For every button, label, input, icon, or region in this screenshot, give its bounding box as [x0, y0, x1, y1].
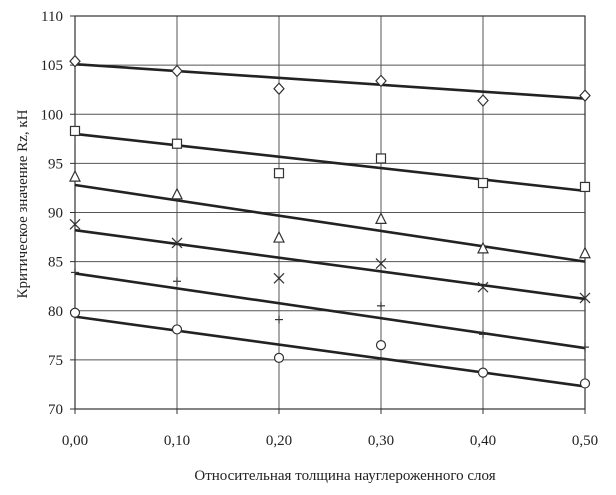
data-point-circle-1-shape [171, 324, 183, 335]
data-point-triangle-3-shape [375, 212, 387, 224]
data-point-square-3-shape [375, 153, 387, 164]
data-point-circle-3-shape [375, 340, 387, 351]
data-point-circle-4 [477, 367, 489, 378]
data-point-cross-3 [375, 258, 387, 270]
y-tick-label-7: 105 [41, 58, 64, 74]
data-point-circle-0 [69, 307, 81, 318]
data-point-circle-4-shape [477, 367, 489, 378]
data-point-triangle-2 [273, 230, 285, 243]
data-point-triangle-0 [69, 169, 81, 182]
data-point-square-0-shape [69, 125, 81, 137]
data-point-square-0 [69, 125, 81, 137]
trend-line-circle [74, 315, 586, 388]
data-point-triangle-5 [579, 246, 591, 259]
data-point-diamond-5 [579, 89, 591, 102]
data-point-cross-5-stroke-b [579, 292, 591, 304]
data-point-square-5-shape [579, 181, 591, 193]
data-point-square-4 [477, 177, 489, 189]
data-point-triangle-2-shape [273, 230, 285, 243]
data-point-plus-5 [581, 343, 589, 352]
x-axis-title: Относительная толщина науглероженного сл… [194, 468, 495, 484]
data-point-circle-1 [171, 324, 183, 335]
data-point-triangle-3 [375, 212, 387, 224]
data-markers [69, 54, 591, 389]
data-point-plus-0 [71, 268, 79, 277]
y-tick-label-5: 95 [48, 156, 63, 172]
trend-line-diamond [74, 62, 586, 100]
data-point-diamond-4-shape [477, 94, 489, 107]
data-point-cross-0-stroke-b [69, 218, 81, 230]
grid [74, 15, 586, 410]
data-point-circle-2 [273, 352, 285, 364]
trend-line-plus [74, 272, 586, 350]
data-point-plus-1 [173, 277, 181, 286]
data-point-circle-5-shape [579, 378, 591, 389]
data-point-square-1-shape [171, 138, 183, 149]
data-point-diamond-1-shape [171, 64, 183, 78]
data-point-triangle-1-shape [171, 187, 183, 200]
data-point-square-3 [375, 153, 387, 164]
x-tick-label-0: 0,00 [62, 433, 88, 449]
data-point-circle-2-shape [273, 352, 285, 364]
data-point-plus-2 [275, 315, 283, 324]
trend-lines [74, 62, 586, 388]
x-tick-label-3: 0,30 [368, 433, 394, 449]
data-point-diamond-5-shape [579, 89, 591, 102]
data-point-plus-4 [479, 330, 487, 339]
data-point-cross-2 [273, 272, 285, 284]
data-point-triangle-4 [477, 241, 489, 254]
trend-line-cross [74, 228, 586, 301]
data-point-diamond-4 [477, 94, 489, 107]
data-point-triangle-5-shape [579, 246, 591, 259]
data-point-square-2-shape [273, 168, 285, 179]
y-tick-label-0: 70 [48, 402, 63, 418]
data-point-circle-3 [375, 340, 387, 351]
data-point-cross-2-stroke-b [273, 272, 285, 284]
data-point-circle-0-shape [69, 307, 81, 318]
data-point-triangle-1 [171, 187, 183, 200]
data-point-diamond-3 [375, 74, 387, 88]
x-tick-label-5: 0,50 [572, 433, 598, 449]
data-point-diamond-3-shape [375, 74, 387, 88]
data-point-triangle-4-shape [477, 241, 489, 254]
trend-line-triangle [74, 183, 586, 263]
data-point-cross-1-stroke-b [171, 237, 183, 249]
y-axis-title: Критическое значение Rz, кН [15, 109, 31, 298]
trend-line-square [74, 132, 586, 193]
x-tick-label-1: 0,10 [164, 433, 190, 449]
data-point-square-4-shape [477, 177, 489, 189]
y-tick-label-3: 85 [48, 255, 63, 271]
data-point-diamond-0-shape [69, 54, 81, 68]
data-point-diamond-1 [171, 64, 183, 78]
data-point-cross-4-stroke-b [477, 281, 489, 293]
data-point-circle-5 [579, 378, 591, 389]
data-point-square-1 [171, 138, 183, 149]
y-tick-label-8: 110 [41, 9, 63, 25]
data-point-plus-3 [377, 301, 385, 310]
y-tick-label-6: 100 [41, 107, 64, 123]
data-point-cross-3-stroke-b [375, 258, 387, 270]
data-point-diamond-2 [273, 82, 285, 96]
data-point-diamond-2-shape [273, 82, 285, 96]
data-point-triangle-0-shape [69, 169, 81, 182]
tick-labels: 0,00 0,10 0,20 0,30 0,40 0,50 70 75 80 85 90 95 100 1… [41, 9, 599, 449]
data-point-square-2 [273, 168, 285, 179]
data-point-cross-5 [579, 292, 591, 304]
axes [70, 15, 586, 414]
x-tick-label-2: 0,20 [266, 433, 292, 449]
data-point-cross-0 [69, 218, 81, 230]
data-point-cross-4 [477, 281, 489, 293]
y-tick-label-1: 75 [48, 353, 63, 369]
y-tick-label-2: 80 [48, 304, 63, 320]
data-point-square-5 [579, 181, 591, 193]
data-point-diamond-0 [69, 54, 81, 68]
data-point-cross-1 [171, 237, 183, 249]
x-tick-label-4: 0,40 [470, 433, 496, 449]
y-tick-label-4: 90 [48, 206, 63, 222]
